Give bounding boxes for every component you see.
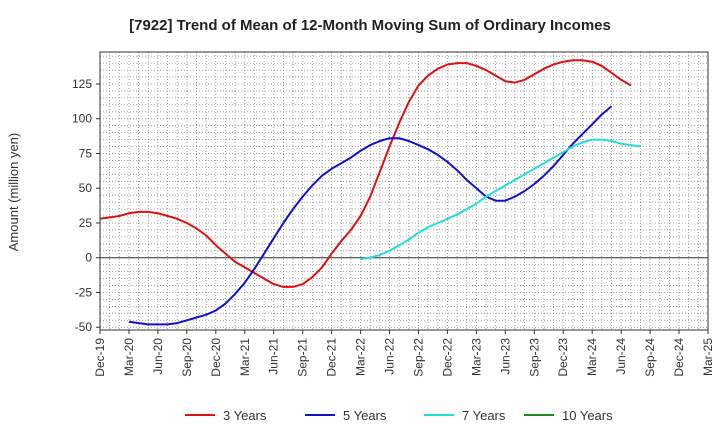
legend: 3 Years 5 Years 7 Years 10 Years: [185, 408, 613, 423]
x-tick-label: Dec-20: [209, 338, 223, 377]
series-layer: [99, 59, 641, 326]
y-tick-label: 0: [85, 251, 92, 265]
y-axis-label: Amount (million yen): [6, 133, 21, 252]
axes: [99, 51, 709, 331]
legend-label-3-years: 3 Years: [223, 408, 267, 423]
x-tick-label: Dec-21: [325, 338, 339, 377]
y-tick-label: 125: [72, 77, 92, 91]
x-tick-label: Dec-24: [672, 338, 686, 377]
x-tick-label: Dec-23: [556, 338, 570, 377]
x-tick-label: Mar-21: [238, 338, 252, 376]
y-tick-label: 50: [79, 181, 93, 195]
x-tick-label: Dec-19: [93, 338, 107, 377]
x-tick-label: Sep-20: [180, 338, 194, 377]
x-tick-label: Mar-25: [701, 338, 715, 376]
x-tick-label: Mar-22: [354, 338, 368, 376]
legend-label-7-years: 7 Years: [462, 408, 506, 423]
y-tick-label: -50: [75, 320, 93, 334]
x-tick-label: Jun-20: [151, 338, 165, 375]
y-tick-label: -25: [75, 285, 93, 299]
x-tick-label: Dec-22: [440, 338, 454, 377]
x-tick-label: Mar-20: [122, 338, 136, 376]
y-tick-label: 25: [79, 216, 93, 230]
plot-area: [100, 52, 708, 330]
y-tick-labels: -50 -25 0 25 50 75 100 125: [72, 77, 100, 334]
plot-background: [100, 52, 708, 330]
chart-title: [7922] Trend of Mean of 12-Month Moving …: [129, 17, 611, 34]
legend-label-5-years: 5 Years: [343, 408, 387, 423]
y-tick-label: 75: [79, 146, 93, 160]
x-tick-label: Jun-21: [267, 338, 281, 375]
series-line-3-years: [99, 59, 632, 288]
x-tick-labels: Dec-19 Mar-20 Jun-20 Sep-20 Dec-20 Mar-21 Jun-…: [93, 330, 715, 377]
y-tick-label: 100: [72, 112, 92, 126]
x-tick-label: Jun-24: [614, 338, 628, 375]
x-tick-label: Mar-23: [469, 338, 483, 376]
x-tick-label: Jun-23: [498, 338, 512, 375]
plot-frame: [99, 51, 709, 331]
x-tick-label: Mar-24: [585, 338, 599, 376]
x-tick-label: Sep-22: [412, 338, 426, 377]
x-tick-label: Sep-23: [527, 338, 541, 377]
x-tick-label: Sep-24: [643, 338, 657, 377]
x-tick-label: Jun-22: [383, 338, 397, 375]
series-line-7-years: [360, 138, 641, 261]
legend-label-10-years: 10 Years: [562, 408, 613, 423]
x-tick-label: Sep-21: [296, 338, 310, 377]
series-line-5-years: [128, 105, 613, 326]
